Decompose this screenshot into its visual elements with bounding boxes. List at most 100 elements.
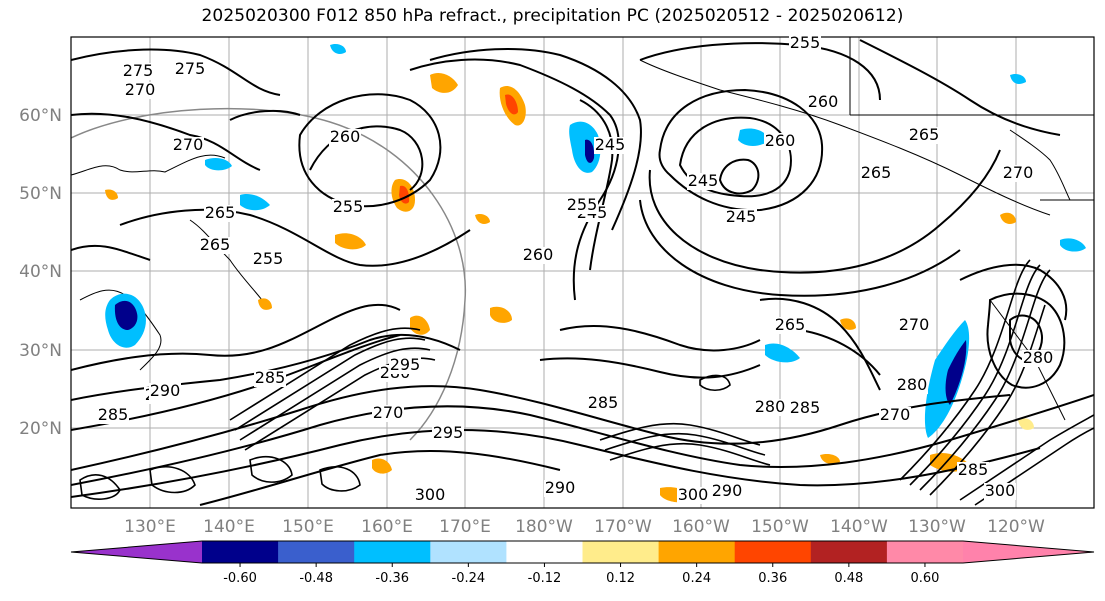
longitude-label: 150°W [751,517,809,537]
colorbar-segment [963,541,1094,563]
contour-label-bg [789,400,821,417]
contour-label: 285 [98,405,129,424]
contour-label-bg [252,251,284,268]
colorbar-outline [70,540,1095,564]
colorbar-segment [430,541,507,563]
contour-label: 290 [545,478,576,497]
contour-label: 285 [588,393,619,412]
latitude-label: 40°N [19,262,62,282]
contour-label-bg [594,137,626,154]
contour-label: 300 [415,485,446,504]
contour-label-bg [725,209,757,226]
contour-label: 275 [123,61,154,80]
colorbar-segment [582,541,660,563]
contour-label: 260 [330,127,361,146]
contour-label-bg [124,82,156,99]
colorbar-segment [506,541,583,563]
contour-label: 265 [205,203,236,222]
contour-label: 255 [567,195,598,214]
contour-label-bg [1022,350,1054,367]
latitude-label: 50°N [19,184,62,204]
contour-label: 280 [1023,348,1054,367]
contour-label-bg [254,370,286,387]
contour-label: 270 [373,403,404,422]
contour-label-bg [860,165,892,182]
longitude-labels: 130°E 140°E 150°E 160°E 170°E 180°W 170°W 160°W… [124,517,1045,537]
contour-label-bg [896,377,928,394]
contour-label: 285 [255,368,286,387]
colorbar-tick-label: 0.12 [606,571,635,586]
colorbar-segment [71,541,202,563]
contour-label: 265 [200,235,231,254]
contour-label-bg [898,317,930,334]
colorbar-segment [886,541,964,563]
longitude-label: 140°E [203,517,255,537]
contour-label-bg [764,133,796,150]
contour-label-bg [544,480,576,497]
contour-label-bg [204,205,236,222]
contour-label-bg [172,137,204,154]
contour-label: 265 [775,315,806,334]
longitude-label: 120°W [987,517,1045,537]
contour-label: 245 [595,135,626,154]
colorbar-segment [202,541,279,563]
longitude-label: 130°E [124,517,176,537]
contour-label: 300 [985,481,1016,500]
colorbar-tick-label: -0.24 [452,571,486,586]
contour-label-bg [587,395,619,412]
colorbar-tick-label: -0.60 [223,571,257,586]
contour-label: 270 [1003,163,1034,182]
longitude-label: 150°E [282,517,334,537]
chart-title: 2025020300 F012 850 hPa refract., precip… [201,6,904,26]
map-frame [70,36,1095,509]
contour-label-bg [332,199,364,216]
contour-label: 245 [726,207,757,226]
contour-label: 280 [755,397,786,416]
contour-label-bg [807,94,839,111]
longitude-label: 140°W [830,517,888,537]
contour-label-bg [711,483,743,500]
contour-label-bg [789,35,821,52]
contour-label: 260 [523,245,554,264]
colorbar-tick-label: 0.24 [682,571,711,586]
longitude-label: 170°E [439,517,491,537]
contour-label-bg [677,487,709,504]
coastlines [71,37,1094,421]
longitude-label: 130°W [908,517,966,537]
precip-shading [105,43,1086,503]
contour-label-bg [372,405,404,422]
contour-label-bg [122,63,154,80]
refractivity-contours [71,39,1094,506]
contour-label: 285 [790,398,821,417]
contour-label: 290 [712,481,743,500]
contour-label-bg [97,407,129,424]
contour-label: 290 [150,381,181,400]
contour-label-bg [754,399,786,416]
colorbar-segment [810,541,888,563]
longitude-label: 170°W [594,517,652,537]
contour-label: 285 [958,460,989,479]
contour-label: 270 [125,80,156,99]
colorbar-tick-label: 0.36 [758,571,787,586]
great-circle-line [71,107,467,441]
contour-label: 260 [808,92,839,111]
contour-label-bg [389,357,421,374]
contour-label-bg [329,129,361,146]
contour-label-bg [432,425,464,442]
contour-label: 295 [433,423,464,442]
contour-label-bg [522,247,554,264]
contour-label: 300 [678,485,709,504]
colorbar-segment [658,541,736,563]
contour-label-bg [149,383,181,400]
latitude-label: 20°N [19,419,62,439]
contour-label-bg [414,487,446,504]
contour-label-bg [957,462,989,479]
contour-label: 245 [688,171,719,190]
latitude-label: 30°N [19,341,62,361]
colorbar: -0.60 -0.48 -0.36 -0.24 -0.12 0.12 0.24 0.36 0.4… [70,540,1095,586]
contour-label: 275 [175,59,206,78]
latitude-label: 60°N [19,106,62,126]
contour-label-bg [566,197,598,214]
